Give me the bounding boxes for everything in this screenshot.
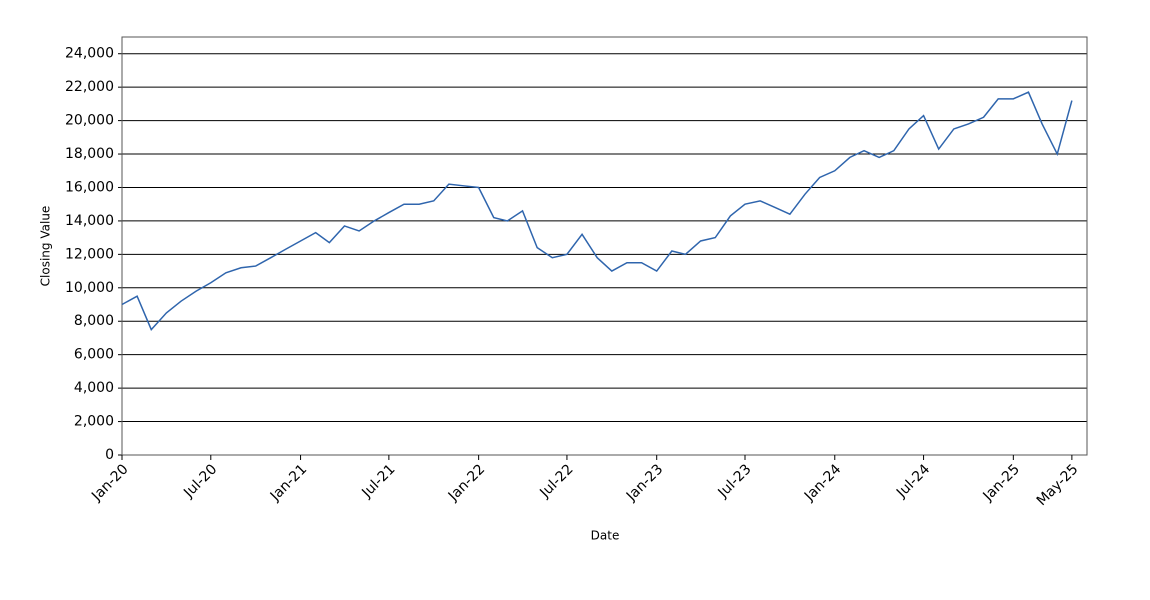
- y-tick-label: 22,000: [65, 79, 114, 95]
- y-tick-label: 8,000: [74, 313, 114, 329]
- y-tick-label: 10,000: [65, 280, 114, 296]
- y-axis-label: Closing Value: [39, 206, 53, 287]
- y-tick-label: 14,000: [65, 213, 114, 229]
- y-tick-label: 2,000: [74, 414, 114, 430]
- y-tick-label: 20,000: [65, 113, 114, 129]
- line: [121, 91, 1073, 331]
- plot-frame: [121, 36, 1088, 456]
- y-tick-label: 24,000: [65, 46, 114, 62]
- x-axis-label: Date: [591, 529, 620, 543]
- y-tick-label: 4,000: [74, 380, 114, 396]
- y-tick-label: 6,000: [74, 347, 114, 363]
- y-tick-label: 12,000: [65, 246, 114, 262]
- y-tick-label: 16,000: [65, 179, 114, 195]
- y-tick-label: 0: [105, 447, 114, 463]
- y-tick-label: 18,000: [65, 146, 114, 162]
